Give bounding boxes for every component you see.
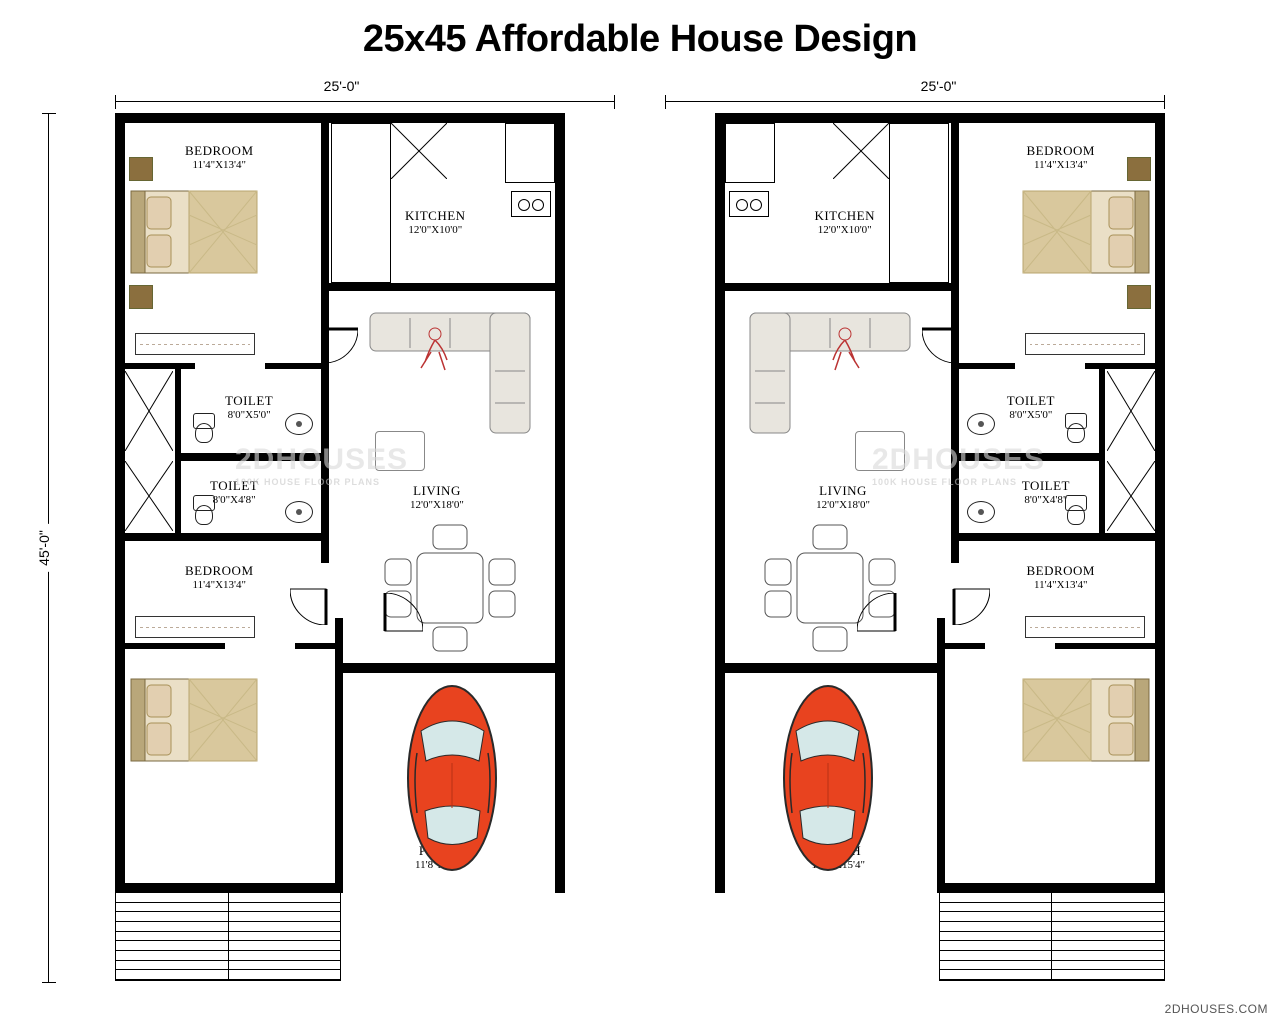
car-icon [780,683,875,873]
room-label-bedroom2: BEDROOM 11'4"X13'4" [1026,563,1095,592]
nightstand-icon [1127,285,1151,309]
plans-container: 45'-0" 25'-0" BEDROOM 11'4"X13'4" KITCHE… [0,83,1280,983]
wall [1055,643,1165,649]
door-icon [922,295,990,368]
counter-icon [505,123,555,183]
wc-icon [193,495,213,525]
door-icon [290,295,358,368]
wall [937,883,1165,893]
wardrobe-icon [135,616,255,638]
stove-icon [511,191,551,217]
shower-x [1107,461,1155,531]
wall [1085,363,1165,369]
wall [715,283,959,291]
sink-icon [967,501,995,523]
nightstand-icon [1127,157,1151,181]
counter-icon [725,123,775,183]
room-label-kitchen: KITCHEN 12'0"X10'0" [405,208,466,237]
sofa-icon [745,308,915,443]
car-icon [405,683,500,873]
wardrobe-icon [135,333,255,355]
shower-x [125,371,173,451]
page-title: 25x45 Affordable House Design [0,0,1280,61]
plan-right: 25'-0" BEDROOM 11'4"X13'4" KITCHEN 12'0"… [665,83,1212,983]
dim-width-label: 25'-0" [915,78,963,94]
wall [115,643,225,649]
plan-left: 45'-0" 25'-0" BEDROOM 11'4"X13'4" KITCHE… [68,83,615,983]
room-label-toilet2: TOILET 8'0"X4'8" [210,478,258,507]
wall [115,363,195,369]
bed-icon [129,673,259,768]
sink-icon [967,413,995,435]
wall [295,643,340,649]
bed-icon [129,185,259,280]
bed-icon [1021,185,1151,280]
footer-watermark: 2DHOUSES.COM [1165,1002,1268,1016]
wall [940,643,985,649]
room-label-toilet1: TOILET 8'0"X5'0" [225,393,273,422]
wall [335,618,343,893]
wardrobe-icon [1025,616,1145,638]
sink-icon [285,501,313,523]
room-label-living: LIVING 12'0"X18'0" [410,483,464,512]
bed-icon [1021,673,1151,768]
nightstand-icon [129,285,153,309]
wall [115,533,329,541]
dim-width-label: 25'-0" [318,78,366,94]
room-label-toilet2: TOILET 8'0"X4'8" [1022,478,1070,507]
wall [951,533,1165,541]
wardrobe-icon [1025,333,1145,355]
wall [1099,369,1105,539]
dim-horizontal: 25'-0" [68,83,615,113]
kitchen-door-x [833,123,889,179]
wc-icon [1067,495,1087,525]
room-label-toilet1: TOILET 8'0"X5'0" [1007,393,1055,422]
wall [321,283,565,291]
wall [175,369,181,539]
wc-icon [1067,413,1087,443]
nightstand-icon [129,157,153,181]
room-label-kitchen: KITCHEN 12'0"X10'0" [814,208,875,237]
room-label-living: LIVING 12'0"X18'0" [816,483,870,512]
coffee-table-icon [855,431,905,471]
room-label-bedroom1: BEDROOM 11'4"X13'4" [185,143,254,172]
sofa-icon [365,308,535,443]
counter-icon [331,123,391,283]
door-icon [347,593,423,674]
door-icon [857,593,933,674]
dim-height-label: 45'-0" [36,524,52,572]
room-label-bedroom1: BEDROOM 11'4"X13'4" [1026,143,1095,172]
room-label-bedroom2: BEDROOM 11'4"X13'4" [185,563,254,592]
wall [115,883,343,893]
shower-x [1107,371,1155,451]
shower-x [125,461,173,531]
sink-icon [285,413,313,435]
wall [175,453,329,461]
coffee-table-icon [375,431,425,471]
kitchen-door-x [391,123,447,179]
wc-icon [193,413,213,443]
wall [951,453,1105,461]
stairs [115,893,341,981]
dim-vertical: 45'-0" [30,113,60,983]
stairs [939,893,1165,981]
counter-icon [889,123,949,283]
stove-icon [729,191,769,217]
dim-horizontal: 25'-0" [665,83,1212,113]
wall [937,618,945,893]
